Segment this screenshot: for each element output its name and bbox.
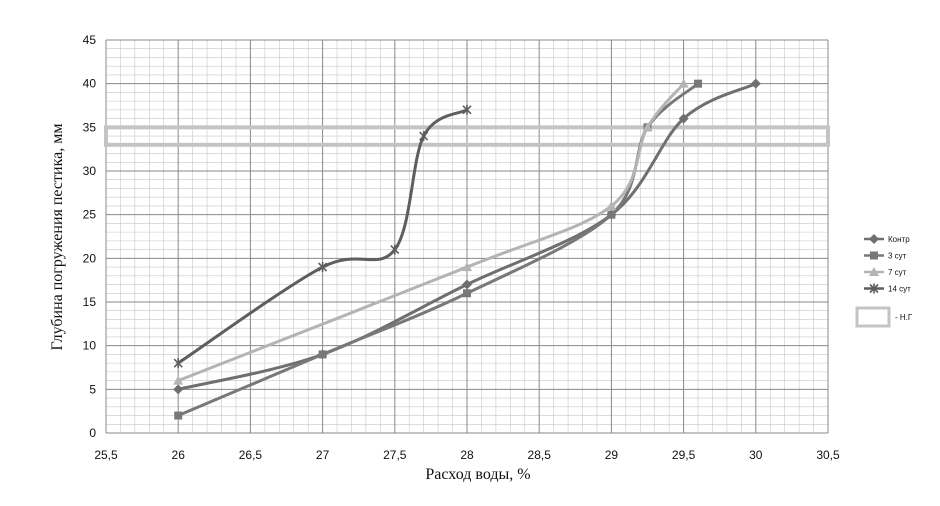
y-tick-label: 45 xyxy=(83,33,97,47)
data-point xyxy=(173,384,184,395)
x-axis-title: Расход воды, % xyxy=(425,466,530,483)
x-tick-label: 26 xyxy=(172,448,186,462)
legend-marker xyxy=(869,267,879,276)
data-point xyxy=(607,210,616,219)
legend-item: Контр xyxy=(864,234,910,244)
legend-item: 7 сут xyxy=(864,267,907,277)
legend-label: 14 сут xyxy=(888,285,911,294)
x-tick-label: 29 xyxy=(605,448,619,462)
y-tick-label: 10 xyxy=(83,339,97,353)
data-point xyxy=(173,358,183,369)
data-point xyxy=(642,122,653,132)
x-tick-label: 28,5 xyxy=(528,448,552,462)
data-point xyxy=(462,262,472,272)
legend-marker xyxy=(869,283,879,294)
data-point xyxy=(463,289,471,298)
x-tick-label: 27 xyxy=(316,448,330,462)
series-4 xyxy=(173,104,472,369)
legend-label: 7 сут xyxy=(888,268,907,277)
y-tick-label: 30 xyxy=(83,164,97,178)
x-tick-label: 25,5 xyxy=(94,448,118,462)
legend-item: 3 сут xyxy=(864,251,907,261)
x-tick-label: 27,5 xyxy=(383,448,407,462)
data-point xyxy=(174,411,183,420)
x-tick-label: 30 xyxy=(749,448,763,462)
x-tick-label: 30,5 xyxy=(816,448,840,462)
norm-band-rect xyxy=(104,125,830,147)
data-point xyxy=(606,200,617,210)
x-tick-labels: 25,5 26 26,5 27 27,5 28 28,5 29 29,5 30 30,5 xyxy=(94,448,840,462)
y-tick-label: 25 xyxy=(83,208,97,222)
norm-band xyxy=(104,125,830,147)
legend-label: - Н.Г xyxy=(895,313,913,322)
x-tick-label: 29,5 xyxy=(672,448,696,462)
y-axis-title: Глубина погружения пестика, мм xyxy=(49,124,66,351)
y-tick-label: 20 xyxy=(83,251,97,265)
data-point xyxy=(678,78,689,88)
legend-label: Контр xyxy=(888,235,910,244)
legend-marker xyxy=(869,234,879,244)
data-point xyxy=(462,104,472,115)
series-3 xyxy=(173,78,689,385)
data-point xyxy=(462,279,472,290)
data-point xyxy=(390,244,400,255)
y-tick-label: 15 xyxy=(83,295,97,309)
legend-marker xyxy=(870,251,878,260)
data-point xyxy=(318,262,328,273)
x-tick-label: 28 xyxy=(460,448,474,462)
grid-major xyxy=(105,39,829,434)
legend-item-band: - Н.Г xyxy=(855,306,913,328)
y-tick-label: 0 xyxy=(89,426,96,440)
data-point xyxy=(419,131,429,142)
data-point xyxy=(694,79,703,88)
data-point xyxy=(173,375,184,385)
legend-band-swatch xyxy=(855,306,891,328)
data-point xyxy=(678,113,689,124)
x-tick-label: 26,5 xyxy=(239,448,263,462)
y-tick-label: 35 xyxy=(83,120,97,134)
data-point xyxy=(318,350,327,359)
legend-item: 14 сут xyxy=(864,283,911,294)
y-tick-labels: 0 5 10 15 20 25 30 35 40 45 xyxy=(83,33,97,440)
legend-label: 3 сут xyxy=(888,252,907,261)
series-layer xyxy=(173,78,761,420)
y-tick-label: 5 xyxy=(89,382,96,396)
legend: Контр 3 сут 7 сут 14 сут - Н.Г xyxy=(855,234,913,328)
y-tick-label: 40 xyxy=(83,77,97,91)
data-point xyxy=(750,78,761,89)
